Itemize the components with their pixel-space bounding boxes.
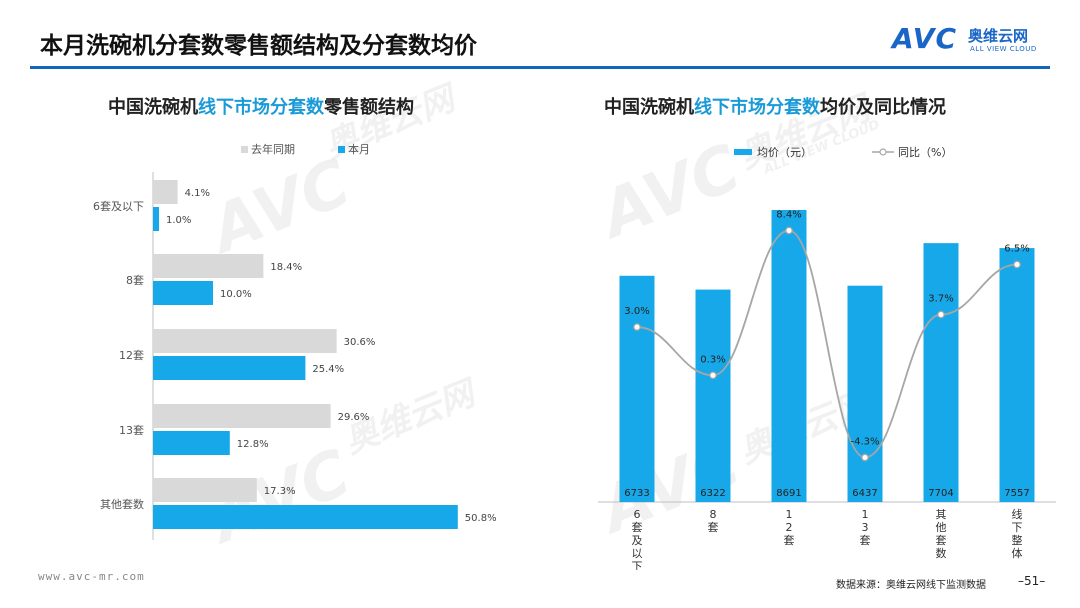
right-title-part3: 均价及同比情况 (820, 97, 946, 118)
left-title-part3: 零售额结构 (324, 97, 414, 118)
bar-last-year (153, 404, 331, 428)
avc-logo: AVC 奥维云网 ALL VIEW CLOUD (892, 22, 1052, 60)
category-label: 12套 (119, 349, 144, 362)
legend-swatch (241, 146, 248, 153)
structure-bar-chart: 去年同期 本月 6套及以下 4.1% 1.0% 8套 18.4% 10.0% 12套 30.6% 2… (93, 142, 497, 540)
page-number: –51– (1018, 574, 1046, 588)
yoy-marker (861, 453, 869, 462)
data-source: 数据来源：奥维云网线下监测数据 (836, 580, 986, 591)
legend-swatch (338, 146, 345, 153)
yoy-line (636, 229, 1018, 459)
legend-label: 均价（元） (757, 146, 812, 159)
title-divider (30, 66, 1050, 69)
yoy-marker (709, 371, 717, 380)
price-bar (619, 275, 655, 502)
logo-mark: AVC (892, 22, 957, 55)
bar-this-month (153, 431, 230, 455)
legend-label: 去年同期 (251, 142, 295, 156)
price-bar (923, 243, 959, 502)
bar-this-month (153, 207, 159, 231)
bar-value-label: 6322 (700, 488, 725, 499)
category-label: 8套 (126, 274, 144, 287)
data-label: 25.4% (312, 364, 344, 375)
yoy-value-label: 0.3% (700, 354, 725, 365)
bar-value-label: 7557 (1004, 488, 1029, 499)
data-label: 12.8% (237, 439, 269, 450)
logo-name-en: ALL VIEW CLOUD (970, 45, 1037, 53)
data-label: 10.0% (220, 289, 252, 300)
category-label: 6套及以下 (93, 200, 144, 213)
category-label: 其他套数 (100, 498, 144, 511)
yoy-marker (1013, 260, 1021, 269)
legend-swatch-bar (734, 149, 752, 155)
category-label: 其他套数 (936, 508, 947, 560)
data-label: 18.4% (270, 262, 302, 273)
price-bar (999, 248, 1035, 502)
price-bar (695, 289, 731, 502)
data-label: 1.0% (166, 215, 191, 226)
data-label: 29.6% (338, 412, 370, 423)
data-label: 4.1% (185, 188, 210, 199)
bar-value-label: 6733 (624, 488, 649, 499)
yoy-value-label: 8.4% (776, 210, 801, 221)
data-label: 17.3% (264, 486, 296, 497)
bar-value-label: 8691 (776, 488, 801, 499)
right-title-highlight: 线下市场分套数 (694, 97, 820, 118)
price-bar (771, 209, 807, 502)
yoy-marker (785, 226, 793, 235)
page-title: 本月洗碗机分套数零售额结构及分套数均价 (40, 33, 477, 59)
bar-value-label: 7704 (928, 488, 953, 499)
bar-last-year (153, 254, 264, 278)
bar-last-year (153, 180, 178, 204)
legend-label: 同比（%） (898, 146, 952, 159)
price-bar (847, 285, 883, 502)
legend-label: 本月 (348, 142, 370, 156)
footer-url: www.avc-mr.com (38, 570, 145, 583)
legend-marker (879, 148, 887, 156)
yoy-marker (937, 310, 945, 319)
logo-name-cn: 奥维云网 (968, 27, 1029, 45)
right-chart-title: 中国洗碗机线下市场分套数均价及同比情况 (604, 93, 946, 119)
yoy-value-label: 3.0% (624, 306, 649, 317)
category-label: 13套 (119, 424, 144, 437)
bar-last-year (153, 329, 337, 353)
bar-this-month (153, 505, 458, 529)
left-title-highlight: 线下市场分套数 (198, 97, 324, 118)
data-label: 50.8% (465, 513, 497, 524)
yoy-marker (633, 323, 641, 331)
yoy-value-label: 6.5% (1004, 244, 1029, 255)
left-title-part1: 中国洗碗机 (108, 97, 198, 118)
price-bar-line-chart: 均价（元） 同比（%） 6733 6 套及以下 6322 8 套 8691 1 2 套 6437 1 3 套 7… (598, 146, 1056, 570)
bar-last-year (153, 478, 257, 502)
data-label: 30.6% (344, 337, 376, 348)
left-chart-title: 中国洗碗机线下市场分套数零售额结构 (108, 93, 414, 119)
yoy-value-label: -4.3% (850, 436, 879, 447)
bar-this-month (153, 281, 213, 305)
bar-value-label: 6437 (852, 488, 877, 499)
right-title-part1: 中国洗碗机 (604, 97, 694, 118)
bar-this-month (153, 356, 306, 380)
yoy-value-label: 3.7% (928, 294, 953, 305)
category-label: 线下整体 (1012, 507, 1023, 560)
